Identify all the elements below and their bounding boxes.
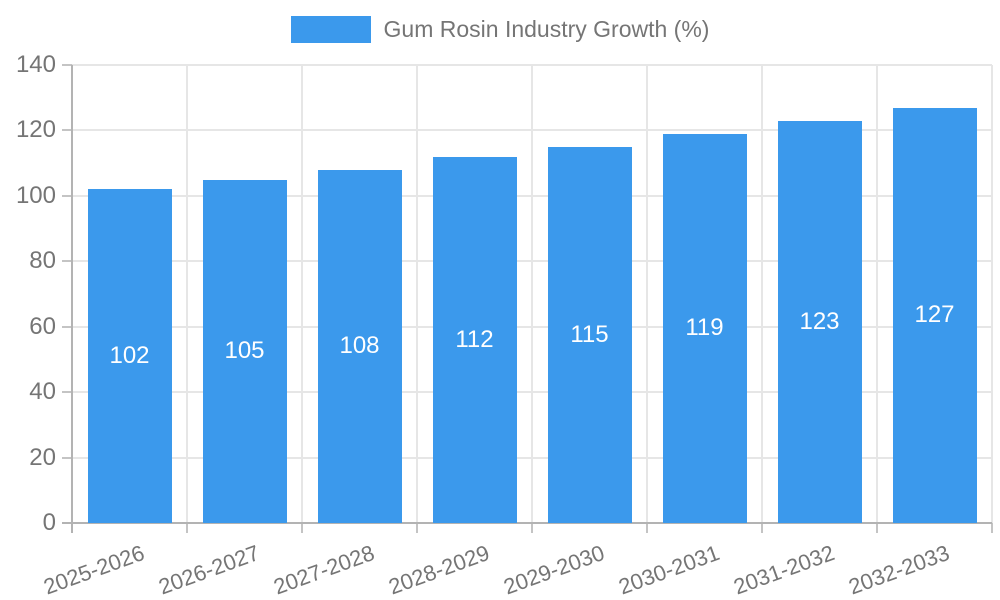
y-tick-mark [62,129,72,132]
y-tick-mark [62,194,72,197]
x-gridline [876,65,878,523]
x-gridline [646,65,648,523]
y-tick-mark [62,391,72,394]
legend[interactable]: Gum Rosin Industry Growth (%) [0,16,1000,43]
bar[interactable] [547,146,632,523]
x-axis-tick-label: 2027-2028 [270,540,379,600]
y-tick-mark [62,325,72,328]
y-axis-tick-label: 40 [29,378,56,406]
x-tick-mark [416,523,418,533]
x-tick-mark [761,523,763,533]
x-tick-mark [301,523,303,533]
y-axis-tick-label: 140 [15,51,56,78]
bar[interactable] [432,156,517,523]
x-gridline [301,65,303,523]
x-gridline [186,65,188,523]
bar[interactable] [892,107,977,523]
legend-label: Gum Rosin Industry Growth (%) [383,16,710,42]
y-tick-mark [62,64,72,66]
x-gridline [761,65,763,523]
x-axis-tick-label: 2025-2026 [40,540,149,600]
x-gridline [416,65,418,523]
legend-swatch-icon [290,16,371,43]
y-axis-tick-label: 100 [15,181,56,209]
x-tick-mark [991,523,993,533]
x-tick-mark [646,523,648,533]
y-axis-tick-label: 0 [42,509,56,536]
y-axis-tick-label: 120 [15,116,56,144]
bar[interactable] [87,189,172,523]
bar[interactable] [777,120,862,523]
y-axis-line [71,65,73,533]
x-gridline [531,65,533,523]
bar[interactable] [317,169,402,523]
y-tick-mark [62,456,72,459]
x-gridline [991,65,993,523]
x-tick-mark [531,523,533,533]
x-axis-tick-label: 2031-2032 [730,540,839,600]
x-tick-mark [876,523,878,533]
x-axis-tick-label: 2030-2031 [615,540,724,600]
x-axis-tick-label: 2032-2033 [845,540,954,600]
y-axis-tick-label: 60 [29,312,56,340]
bar[interactable] [202,179,287,523]
x-axis-tick-label: 2029-2030 [500,540,609,600]
y-axis-tick-label: 80 [29,247,56,275]
x-axis-tick-label: 2026-2027 [155,540,264,600]
x-tick-mark [186,523,188,533]
y-axis-tick-label: 20 [29,443,56,471]
x-axis-line [62,522,992,524]
x-axis-tick-label: 2028-2029 [385,540,494,600]
bar[interactable] [662,133,747,523]
y-tick-mark [62,260,72,263]
